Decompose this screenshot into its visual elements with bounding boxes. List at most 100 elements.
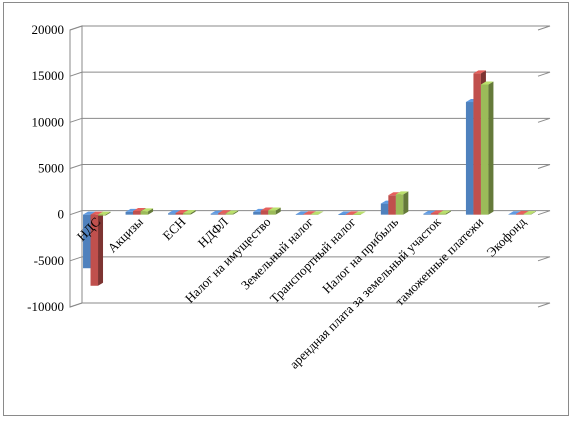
bar-front [295, 214, 304, 215]
bar-front [338, 214, 346, 215]
bar-front [388, 195, 396, 215]
bar-top [303, 211, 316, 215]
x-category-label: Экофонд [483, 214, 529, 260]
bar-top [508, 211, 521, 215]
bar-front [380, 203, 389, 215]
bar-top [438, 210, 451, 214]
bar-front [430, 213, 439, 215]
bar [183, 210, 196, 215]
bar [480, 81, 494, 215]
bar-front [125, 211, 134, 215]
bar-front [465, 102, 474, 215]
bar-top [183, 210, 196, 214]
bar-front [395, 194, 404, 215]
bar-front [260, 210, 269, 215]
y-axis: 20000 15000 10000 5000 0 -5000 -10000 [27, 22, 64, 314]
bar-top [140, 208, 154, 212]
x-category-label: Земельный налог [238, 214, 316, 292]
bar-front [353, 214, 361, 215]
bar-top [168, 210, 181, 214]
bar-side [530, 211, 536, 215]
y-tick-label: 10000 [32, 114, 65, 129]
bar-front [253, 211, 261, 215]
bar-front [480, 84, 489, 215]
bar-top [260, 207, 274, 211]
bar-front [303, 214, 311, 215]
bar-side [360, 211, 366, 215]
bar-front [168, 213, 176, 215]
gridlines [69, 25, 551, 308]
bar-top [480, 81, 494, 85]
bar-top [210, 210, 224, 214]
bars [83, 70, 536, 286]
bar-top [423, 210, 436, 214]
bar-top [90, 211, 104, 215]
bar-front [183, 213, 191, 215]
bar-top [395, 191, 409, 195]
bar-front [508, 214, 516, 215]
bar [225, 210, 239, 215]
bar-side [190, 210, 196, 215]
y-tick-label: 15000 [32, 68, 65, 83]
y-tick-label: -10000 [27, 299, 64, 314]
bar-top [430, 210, 444, 214]
y-tick-label: 0 [58, 207, 65, 222]
bar-front [473, 73, 481, 215]
gridline [69, 302, 551, 308]
bar-side [403, 191, 409, 215]
bar-top [225, 210, 239, 214]
bar-front [345, 214, 354, 215]
bar-side [98, 211, 104, 286]
bar-front [90, 214, 99, 286]
bar-top [310, 211, 324, 215]
bar-top [83, 211, 96, 215]
bar-front [210, 213, 219, 215]
bar-side [233, 210, 239, 215]
bar [523, 211, 536, 215]
bar-side [148, 208, 154, 215]
bar-top [345, 211, 359, 215]
bar-top [295, 211, 309, 215]
bar [310, 211, 324, 215]
bar [438, 210, 451, 215]
bar-front [310, 214, 319, 215]
bar-top [338, 211, 351, 215]
bar [140, 208, 154, 215]
y-tick-label: -5000 [34, 253, 64, 268]
bar-side [445, 210, 451, 215]
bar-top [268, 207, 281, 211]
bar [395, 191, 409, 215]
bar-front [133, 210, 141, 215]
bar-side [275, 207, 281, 215]
bar-front [438, 213, 446, 215]
bar-front [225, 213, 234, 215]
bar-top [125, 208, 139, 212]
bar-top [473, 70, 486, 74]
bar [268, 207, 281, 215]
bar-front [423, 213, 431, 215]
gridline [69, 256, 551, 262]
bar-front [175, 213, 184, 215]
bar-side [318, 211, 324, 215]
bar-front [523, 214, 531, 215]
x-category-label: Налог на прибыль [319, 214, 401, 296]
y-tick-label: 20000 [32, 22, 65, 37]
bar-top [523, 211, 536, 215]
bar-side [105, 211, 111, 216]
bar-front [98, 214, 106, 216]
bar-front [83, 214, 91, 269]
bar-top [98, 211, 111, 215]
bar-front [515, 214, 524, 215]
bar [98, 211, 111, 216]
x-category-label: ЕСН [159, 214, 188, 243]
gridline [69, 25, 551, 31]
bar-top [515, 211, 529, 215]
bar-side [488, 81, 494, 215]
bar-front [140, 211, 149, 215]
bar-front [268, 210, 276, 215]
x-category-label: арендная плата за земельный участок [286, 214, 444, 372]
bar-top [133, 207, 146, 211]
gridline [69, 164, 551, 169]
